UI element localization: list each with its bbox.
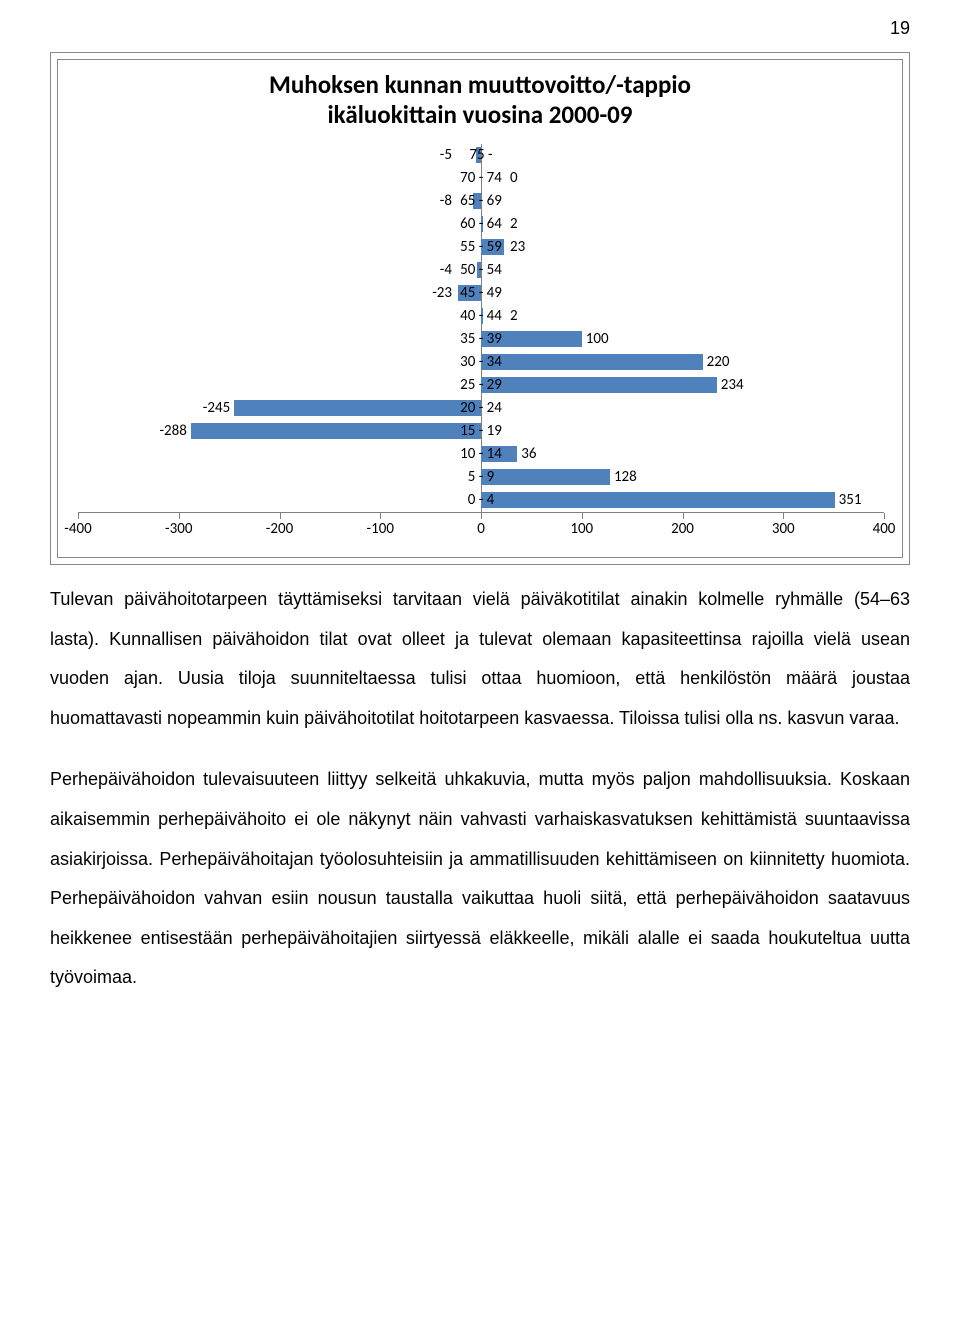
x-tick-label: 300 bbox=[772, 520, 795, 538]
x-tick bbox=[179, 513, 180, 519]
bar-row: 50 - 54-4 bbox=[78, 259, 884, 282]
category-label: 30 - 34 bbox=[456, 353, 506, 371]
chart-title-line2: ikäluokittain vuosina 2000-09 bbox=[328, 99, 633, 130]
x-tick-label: -100 bbox=[367, 520, 394, 538]
bar-row: 25 - 29 234 bbox=[78, 374, 884, 397]
body-text: Tulevan päivähoitotarpeen täyttämiseksi … bbox=[50, 580, 910, 1020]
bar-row: 70 - 740 bbox=[78, 167, 884, 190]
bar bbox=[234, 400, 481, 416]
chart-bars: 75 --570 - 74065 - 69-860 - 64255 - 5923… bbox=[78, 144, 884, 512]
chart-title: Muhoksen kunnan muuttovoitto/-tappio ikä… bbox=[58, 70, 902, 130]
value-label: 220 bbox=[707, 353, 730, 371]
x-tick bbox=[783, 513, 784, 519]
bar-row: 20 - 24 -245 bbox=[78, 397, 884, 420]
bar-row: 45 - 49-23 bbox=[78, 282, 884, 305]
x-tick-label: 400 bbox=[873, 520, 896, 538]
category-label: 10 - 14 bbox=[456, 445, 506, 463]
bar-row: 55 - 5923 bbox=[78, 236, 884, 259]
value-label: 0 bbox=[510, 169, 518, 187]
bar-row: 65 - 69-8 bbox=[78, 190, 884, 213]
x-tick bbox=[380, 513, 381, 519]
x-tick bbox=[481, 513, 482, 519]
category-label: 5 - 9 bbox=[456, 468, 506, 486]
bar bbox=[481, 354, 703, 370]
category-label: 50 - 54 bbox=[456, 261, 506, 279]
value-label: -23 bbox=[432, 284, 452, 302]
category-label: 40 - 44 bbox=[456, 307, 506, 325]
x-tick bbox=[683, 513, 684, 519]
bar-row: 30 - 34 220 bbox=[78, 351, 884, 374]
x-tick-label: -400 bbox=[64, 520, 91, 538]
x-tick-label: -200 bbox=[266, 520, 293, 538]
value-label: 100 bbox=[586, 330, 609, 348]
value-label: 351 bbox=[839, 491, 862, 509]
bar bbox=[191, 423, 481, 439]
x-tick-label: 100 bbox=[570, 520, 593, 538]
x-tick bbox=[78, 513, 79, 519]
value-label: 23 bbox=[510, 238, 525, 256]
value-label: -4 bbox=[440, 261, 452, 279]
paragraph-1: Tulevan päivähoitotarpeen täyttämiseksi … bbox=[50, 580, 910, 738]
category-label: 65 - 69 bbox=[456, 192, 506, 210]
category-label: 20 - 24 bbox=[456, 399, 506, 417]
chart-container: Muhoksen kunnan muuttovoitto/-tappio ikä… bbox=[50, 52, 910, 565]
bar-row: 35 - 39 100 bbox=[78, 328, 884, 351]
value-label: 2 bbox=[510, 307, 518, 325]
x-tick-label: 0 bbox=[477, 520, 485, 538]
chart-title-line1: Muhoksen kunnan muuttovoitto/-tappio bbox=[269, 69, 691, 100]
value-label: 128 bbox=[614, 468, 637, 486]
bar-row: 10 - 14 36 bbox=[78, 443, 884, 466]
category-label: 45 - 49 bbox=[456, 284, 506, 302]
paragraph-2: Perhepäivähoidon tulevaisuuteen liittyy … bbox=[50, 760, 910, 998]
category-label: 70 - 74 bbox=[456, 169, 506, 187]
value-label: 2 bbox=[510, 215, 518, 233]
chart-inner: Muhoksen kunnan muuttovoitto/-tappio ikä… bbox=[57, 59, 903, 558]
x-tick bbox=[884, 513, 885, 519]
value-label: -8 bbox=[440, 192, 452, 210]
bar-row: 0 - 4 351 bbox=[78, 489, 884, 512]
value-label: 36 bbox=[521, 445, 536, 463]
page-number: 19 bbox=[890, 18, 910, 39]
category-label: 0 - 4 bbox=[456, 491, 506, 509]
chart-plot-area: 75 --570 - 74065 - 69-860 - 64255 - 5923… bbox=[78, 144, 884, 545]
value-label: -5 bbox=[440, 146, 452, 164]
x-tick bbox=[582, 513, 583, 519]
category-label: 15 - 19 bbox=[456, 422, 506, 440]
bar-row: 40 - 442 bbox=[78, 305, 884, 328]
value-label: -288 bbox=[159, 422, 186, 440]
x-tick-label: -300 bbox=[165, 520, 192, 538]
bar bbox=[481, 377, 717, 393]
category-label: 60 - 64 bbox=[456, 215, 506, 233]
bar-row: 15 - 19 -288 bbox=[78, 420, 884, 443]
category-label: 25 - 29 bbox=[456, 376, 506, 394]
x-tick bbox=[280, 513, 281, 519]
category-label: 35 - 39 bbox=[456, 330, 506, 348]
bar-row: 75 --5 bbox=[78, 144, 884, 167]
chart-x-ticks: -400-300-200-1000100200300400 bbox=[78, 513, 884, 545]
category-label: 55 - 59 bbox=[456, 238, 506, 256]
bar-row: 5 - 9 128 bbox=[78, 466, 884, 489]
bar-row: 60 - 642 bbox=[78, 213, 884, 236]
category-label: 75 - bbox=[456, 146, 506, 164]
bar bbox=[481, 492, 835, 508]
x-tick-label: 200 bbox=[671, 520, 694, 538]
value-label: 234 bbox=[721, 376, 744, 394]
value-label: -245 bbox=[203, 399, 230, 417]
